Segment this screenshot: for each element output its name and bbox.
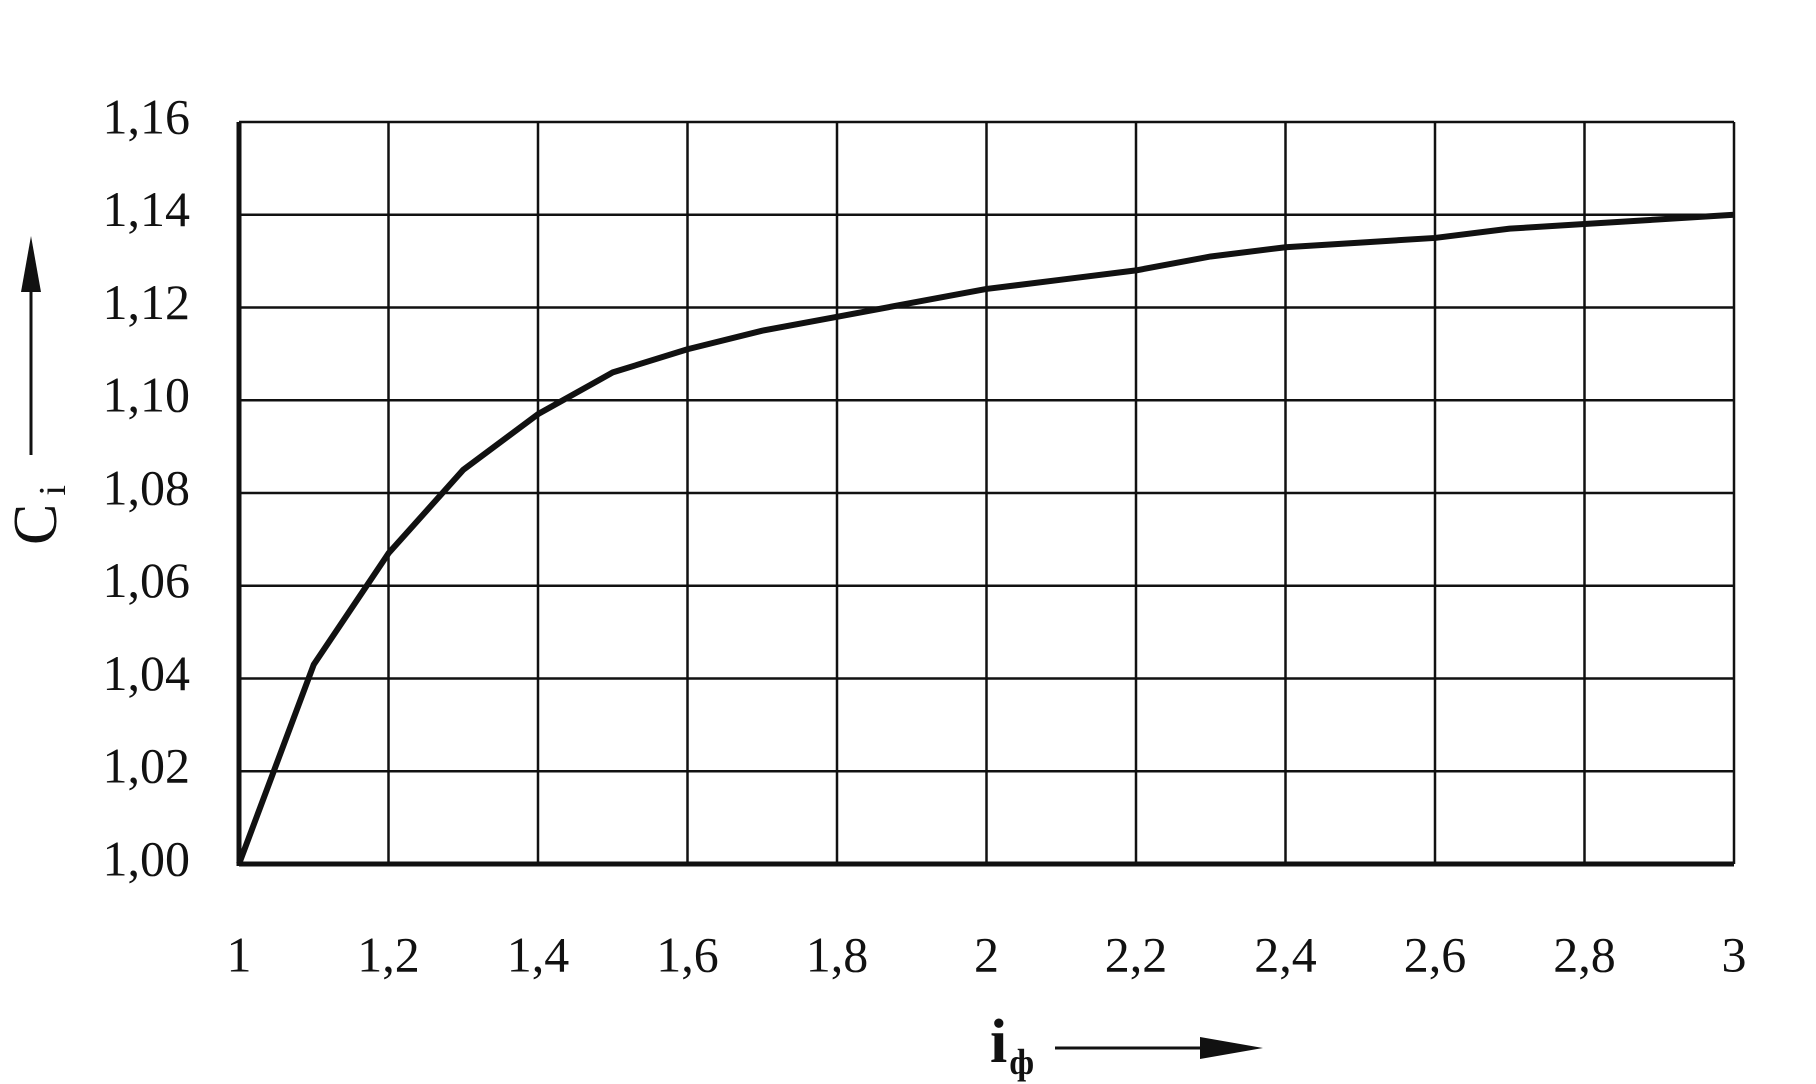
y-tick-label: 1,04 xyxy=(103,645,191,701)
y-tick-label: 1,08 xyxy=(103,459,191,515)
y-tick-label: 1,06 xyxy=(103,552,191,608)
x-arrow-head xyxy=(1200,1037,1263,1059)
y-tick-label: 1,16 xyxy=(103,88,191,144)
x-label-main: i xyxy=(990,1008,1007,1076)
y-tick-label: 1,12 xyxy=(103,274,191,330)
x-tick-label: 2 xyxy=(974,926,999,982)
x-tick-label: 1 xyxy=(227,926,252,982)
x-tick-label: 1,2 xyxy=(357,926,420,982)
x-tick-label: 2,6 xyxy=(1404,926,1467,982)
x-tick-label: 3 xyxy=(1722,926,1747,982)
y-tick-label: 1,00 xyxy=(103,830,191,886)
x-tick-label: 2,4 xyxy=(1254,926,1317,982)
y-arrow-head xyxy=(21,236,41,292)
x-tick-label: 1,4 xyxy=(507,926,570,982)
y-label-main: C xyxy=(2,504,70,545)
y-label-sub: i xyxy=(32,485,74,496)
x-label: iф xyxy=(990,1008,1034,1082)
y-tick-label: 1,02 xyxy=(103,738,191,794)
x-tick-label: 1,6 xyxy=(656,926,719,982)
y-label: Ci xyxy=(2,485,73,545)
x-label-sub: ф xyxy=(1009,1042,1034,1082)
x-tick-label: 2,2 xyxy=(1105,926,1168,982)
data-line xyxy=(236,211,1735,866)
y-tick-label: 1,14 xyxy=(103,181,191,237)
x-tick-label: 2,8 xyxy=(1553,926,1616,982)
y-axis-title: Ci xyxy=(2,485,73,545)
y-tick-label: 1,10 xyxy=(103,367,191,423)
x-tick-label: 1,8 xyxy=(806,926,869,982)
